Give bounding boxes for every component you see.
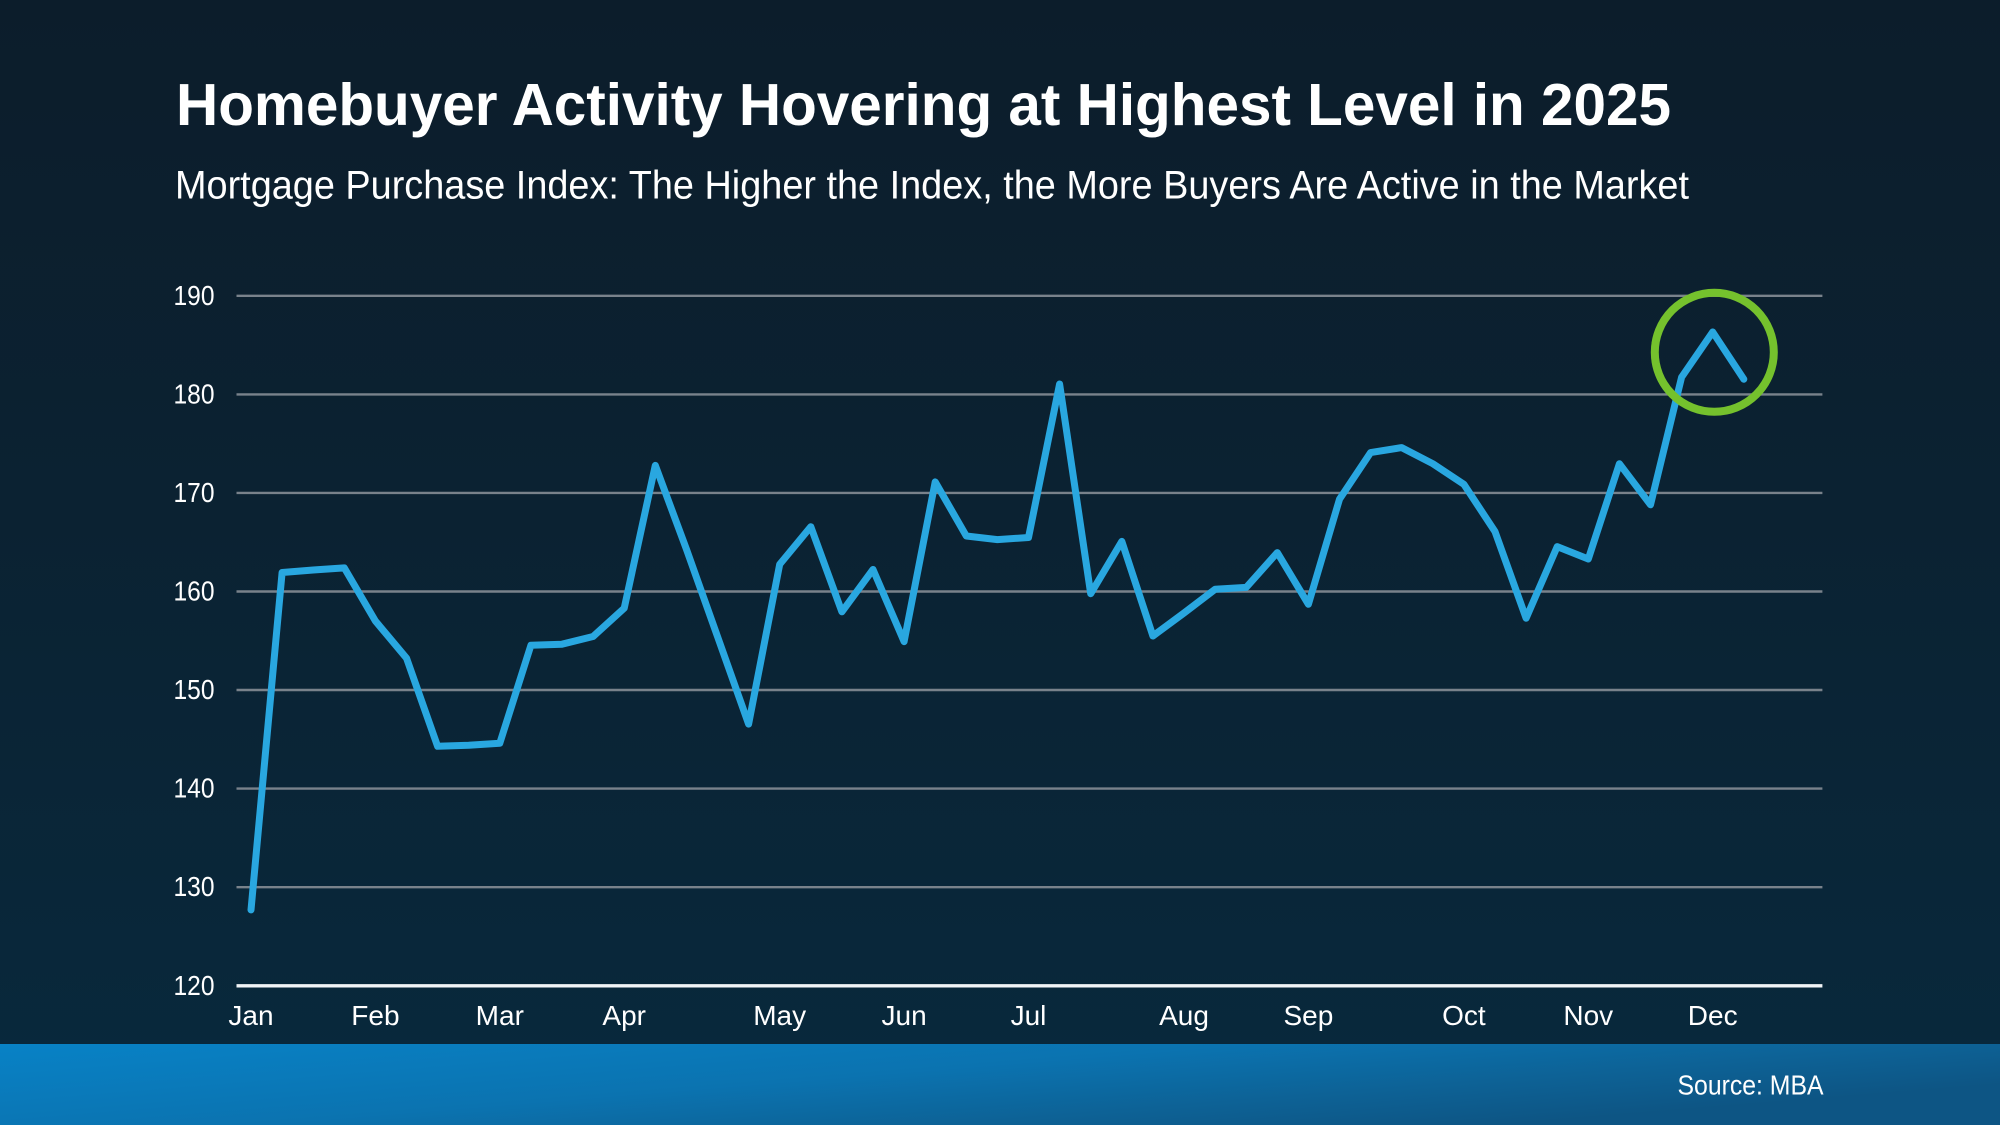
svg-text:Mar: Mar xyxy=(476,1000,524,1031)
svg-text:Jun: Jun xyxy=(882,1000,927,1031)
svg-text:190: 190 xyxy=(174,280,215,311)
svg-text:Apr: Apr xyxy=(602,1000,646,1031)
svg-text:170: 170 xyxy=(174,477,215,508)
svg-text:140: 140 xyxy=(174,773,215,804)
svg-text:Source: MBA: Source: MBA xyxy=(1678,1069,1824,1100)
svg-text:130: 130 xyxy=(174,871,215,902)
svg-text:Nov: Nov xyxy=(1563,1000,1613,1031)
svg-text:Sep: Sep xyxy=(1283,1000,1333,1031)
svg-text:Aug: Aug xyxy=(1159,1000,1209,1031)
svg-text:May: May xyxy=(753,1000,806,1031)
svg-text:120: 120 xyxy=(174,970,215,1001)
svg-text:Jan: Jan xyxy=(228,1000,273,1031)
svg-text:Homebuyer Activity Hovering at: Homebuyer Activity Hovering at Highest L… xyxy=(176,72,1671,138)
svg-text:160: 160 xyxy=(174,576,215,607)
svg-text:180: 180 xyxy=(174,378,215,409)
svg-text:150: 150 xyxy=(174,674,215,705)
svg-text:Dec: Dec xyxy=(1688,1000,1738,1031)
svg-text:Mortgage Purchase Index: The H: Mortgage Purchase Index: The Higher the … xyxy=(175,164,1689,208)
svg-text:Oct: Oct xyxy=(1442,1000,1486,1031)
svg-text:Jul: Jul xyxy=(1011,1000,1047,1031)
svg-text:Feb: Feb xyxy=(351,1000,399,1031)
